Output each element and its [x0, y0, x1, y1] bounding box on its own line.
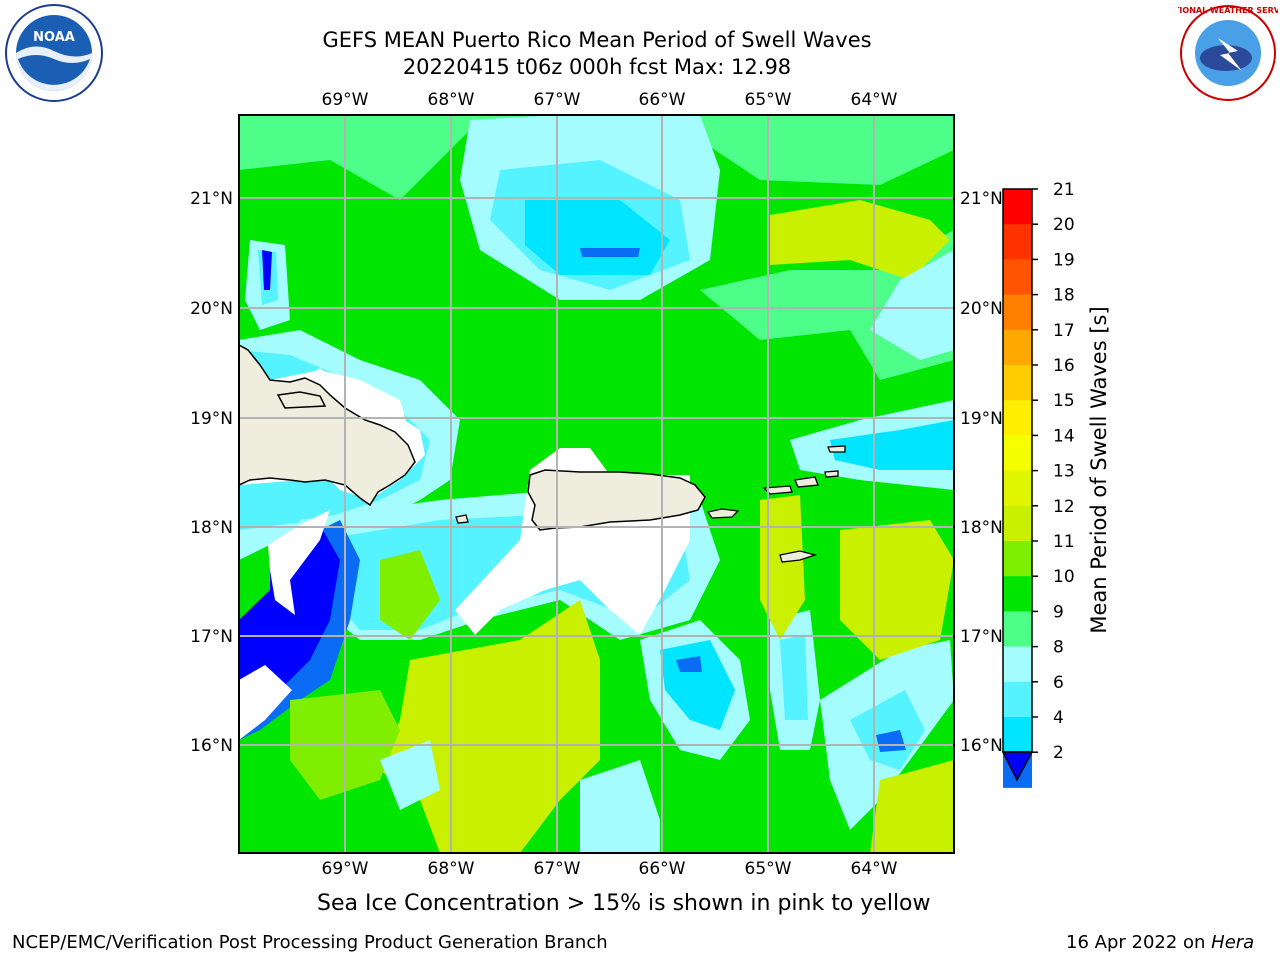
- colorbar-label: Mean Period of Swell Waves [s]: [1087, 306, 1111, 633]
- colorbar-tick-label: 19: [1053, 250, 1075, 270]
- colorbar-swatch: [1003, 681, 1032, 718]
- contour-fields: [239, 115, 954, 853]
- title-line-1: GEFS MEAN Puerto Rico Mean Period of Swe…: [322, 28, 872, 52]
- lon-tick-bottom: 69°W: [322, 859, 369, 879]
- colorbar-tick-label: 21: [1053, 180, 1075, 200]
- lon-tick-top: 67°W: [534, 90, 581, 110]
- footer-date-text: 16 Apr 2022 on: [1066, 932, 1212, 953]
- map-frame: [238, 114, 955, 854]
- lat-tick-right: 19°N: [960, 409, 1003, 429]
- lat-ticks-left: 21°N 20°N 19°N 18°N 17°N 16°N: [190, 189, 233, 756]
- nws-logo-text: NATIONAL WEATHER SERVICE: [1178, 6, 1278, 15]
- lat-tick-left: 21°N: [190, 189, 233, 209]
- lon-tick-bottom: 64°W: [851, 859, 898, 879]
- colorbar-swatch: [1003, 541, 1032, 577]
- colorbar-swatch: [1003, 470, 1032, 507]
- colorbar-tick-label: 8: [1053, 638, 1064, 658]
- lat-tick-right: 16°N: [960, 736, 1003, 756]
- colorbar-swatch: [1003, 611, 1032, 648]
- sea-ice-note: Sea Ice Concentration > 15% is shown in …: [317, 891, 931, 916]
- lat-tick-right: 18°N: [960, 518, 1003, 538]
- colorbar-tick-label: 17: [1053, 321, 1075, 341]
- colorbar-tick-label: 13: [1053, 462, 1075, 482]
- graticule: [239, 115, 954, 853]
- colorbar-swatch: [1003, 329, 1032, 366]
- colorbar-swatches: [1003, 189, 1032, 788]
- lon-tick-bottom: 67°W: [534, 859, 581, 879]
- nws-logo: NATIONAL WEATHER SERVICE: [1178, 5, 1278, 101]
- colorbar-tick-label: 20: [1053, 215, 1075, 235]
- colorbar-swatch: [1003, 365, 1032, 401]
- footer-machine: Hera: [1211, 932, 1255, 953]
- lon-tick-top: 66°W: [639, 90, 686, 110]
- colorbar-tick-label: 4: [1053, 708, 1064, 728]
- colorbar-swatch: [1003, 576, 1032, 612]
- lon-tick-top: 65°W: [745, 90, 792, 110]
- colorbar-tick-label: 9: [1053, 602, 1064, 622]
- colorbar-tick-label: 15: [1053, 391, 1075, 411]
- colorbar-swatch: [1003, 294, 1032, 331]
- colorbar-tick-label: 11: [1053, 532, 1075, 552]
- colorbar-ticks: 21 20 19 18 17 16 15 14 13 12 11 10 9 8 6 4 2: [1032, 180, 1075, 763]
- lat-tick-left: 19°N: [190, 409, 233, 429]
- lat-tick-left: 20°N: [190, 299, 233, 319]
- lat-tick-left: 16°N: [190, 736, 233, 756]
- colorbar-swatch: [1003, 717, 1032, 753]
- colorbar-swatch: [1003, 435, 1032, 472]
- noaa-logo: NOAA: [5, 4, 103, 102]
- footer-date: 16 Apr 2022 on Hera: [1066, 932, 1254, 953]
- lat-tick-left: 17°N: [190, 627, 233, 647]
- colorbar-swatch: [1003, 505, 1032, 542]
- title-line-2: 20220415 t06z 000h fcst Max: 12.98: [402, 55, 792, 79]
- lon-tick-top: 64°W: [851, 90, 898, 110]
- lon-tick-bottom: 68°W: [428, 859, 475, 879]
- colorbar-tick-label: 16: [1053, 356, 1075, 376]
- lon-ticks-top: 69°W 68°W 67°W 66°W 65°W 64°W: [322, 90, 898, 110]
- colorbar-swatch: [1003, 646, 1032, 683]
- lon-ticks-bottom: 69°W 68°W 67°W 66°W 65°W 64°W: [322, 859, 898, 879]
- lon-tick-top: 68°W: [428, 90, 475, 110]
- lon-tick-bottom: 65°W: [745, 859, 792, 879]
- colorbar-tick-label: 14: [1053, 426, 1075, 446]
- lat-tick-right: 20°N: [960, 299, 1003, 319]
- lon-tick-top: 69°W: [322, 90, 369, 110]
- colorbar-swatch: [1003, 224, 1032, 260]
- footer-branch: NCEP/EMC/Verification Post Processing Pr…: [12, 932, 608, 953]
- colorbar-tick-label: 10: [1053, 567, 1075, 587]
- colorbar-tick-label: 2: [1053, 743, 1064, 763]
- lat-tick-right: 17°N: [960, 627, 1003, 647]
- lat-tick-left: 18°N: [190, 518, 233, 538]
- colorbar-swatch: [1003, 259, 1032, 296]
- colorbar-tick-label: 6: [1053, 673, 1064, 693]
- lon-tick-bottom: 66°W: [639, 859, 686, 879]
- colorbar-tick-label: 12: [1053, 497, 1075, 517]
- lat-ticks-right: 21°N 20°N 19°N 18°N 17°N 16°N: [960, 189, 1003, 756]
- noaa-logo-text: NOAA: [33, 30, 75, 45]
- lat-tick-right: 21°N: [960, 189, 1003, 209]
- colorbar-tick-label: 18: [1053, 286, 1075, 306]
- colorbar-swatch: [1003, 400, 1032, 436]
- colorbar: 21 20 19 18 17 16 15 14 13 12 11 10 9 8 6 4 2 Mean Perio…: [1001, 180, 1111, 788]
- colorbar-swatch: [1003, 189, 1032, 225]
